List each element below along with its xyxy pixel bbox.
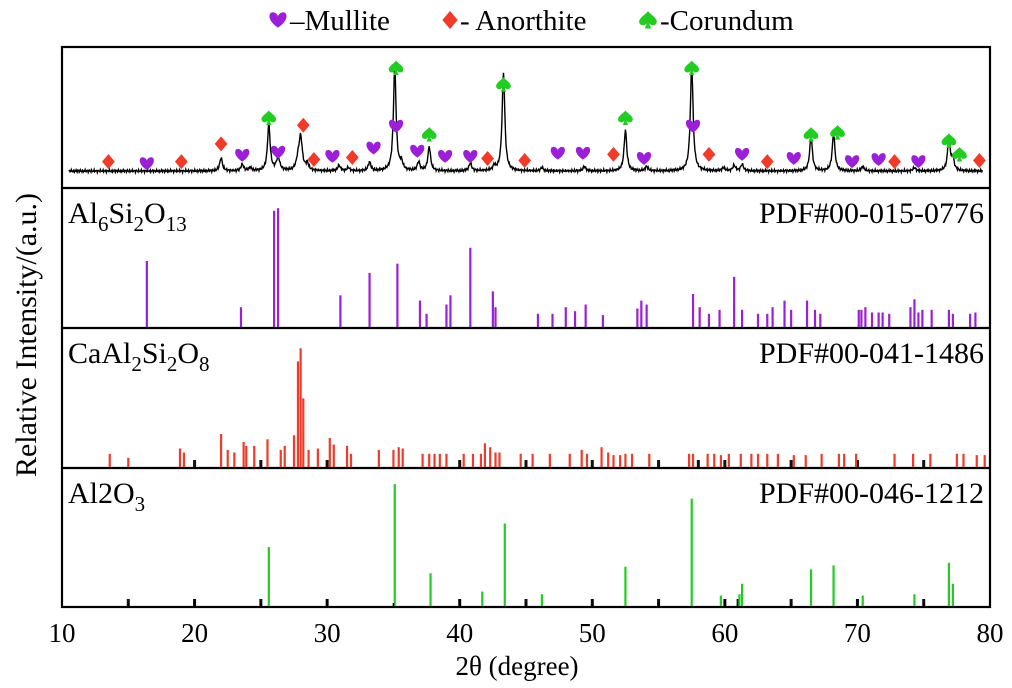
pdf-card-number: PDF#00-015-0776: [759, 197, 984, 230]
phase-formula: Al6Si2O13: [68, 197, 187, 236]
legend-label: - Anorthite: [460, 5, 586, 37]
pdf-card-number: PDF#00-046-1212: [759, 477, 984, 510]
heart-icon: [269, 12, 287, 28]
diamond-marker: [307, 152, 321, 168]
diamond-icon: [442, 11, 458, 29]
heart-marker: [685, 119, 701, 133]
spade-marker: [388, 60, 404, 76]
diamond-marker: [888, 154, 901, 170]
plot-panels: Al6Si2O13 PDF#00-015-0776 CaAl2Si2O8 PDF#00…: [60, 45, 992, 609]
x-tick-label: 70: [844, 618, 871, 648]
reference-panel-3: Al2O3 PDF#00-046-1212: [68, 477, 984, 606]
spade-marker: [830, 124, 845, 140]
spade-marker: [421, 127, 437, 142]
spade-marker: [496, 77, 511, 92]
x-tick-label: 30: [314, 618, 341, 648]
heart-marker: [235, 148, 250, 162]
measured-pattern-line: [68, 62, 983, 176]
legend: –Mullite - Anorthite -Corundum: [269, 5, 794, 37]
spade-marker: [803, 127, 819, 142]
heart-marker: [366, 141, 381, 155]
legend-item-corundum: -Corundum: [639, 5, 794, 37]
heart-marker: [550, 146, 565, 160]
diamond-marker: [174, 154, 188, 170]
heart-marker: [871, 153, 886, 166]
heart-marker: [139, 157, 154, 171]
x-tick-label: 10: [49, 618, 76, 648]
heart-marker: [786, 152, 801, 165]
x-tick-label: 60: [711, 618, 738, 648]
heart-marker: [438, 149, 453, 163]
heart-marker: [636, 152, 652, 165]
diamond-marker: [345, 149, 359, 165]
reference-panel-2: CaAl2Si2O8 PDF#00-041-1486: [68, 337, 986, 467]
diamond-marker: [296, 117, 310, 133]
phase-formula: Al2O3: [68, 477, 145, 516]
legend-label: –Mullite: [289, 5, 390, 37]
diamond-marker: [481, 150, 494, 166]
spade-icon: [639, 11, 657, 29]
diamond-marker: [760, 154, 774, 170]
heart-marker: [388, 119, 404, 133]
x-tick-label: 50: [579, 618, 606, 648]
heart-marker: [270, 145, 286, 159]
heart-marker: [575, 146, 591, 160]
legend-item-anorthite: - Anorthite: [442, 5, 586, 37]
spade-marker: [684, 60, 700, 76]
diamond-marker: [518, 153, 532, 169]
legend-label: -Corundum: [660, 5, 794, 37]
diamond-marker: [702, 146, 716, 162]
heart-marker: [410, 144, 425, 158]
legend-item-mullite: –Mullite: [269, 5, 390, 37]
reference-panel-1: Al6Si2O13 PDF#00-015-0776: [68, 197, 984, 327]
heart-marker: [911, 155, 926, 168]
heart-marker: [734, 147, 750, 161]
y-axis-label: Relative Intensity/(a.u.): [10, 193, 43, 477]
diamond-marker: [973, 153, 986, 169]
spade-marker: [618, 110, 633, 126]
heart-marker: [845, 155, 860, 168]
diamond-marker: [607, 146, 620, 162]
x-tick-label: 40: [446, 618, 473, 648]
x-axis: 10 20 30 40 50 60 70 80: [49, 599, 1004, 648]
diamond-marker: [214, 136, 228, 152]
diamond-marker: [102, 154, 115, 170]
phase-formula: CaAl2Si2O8: [68, 337, 210, 376]
spade-marker: [261, 110, 277, 126]
heart-marker: [463, 149, 478, 163]
spade-marker: [941, 133, 957, 148]
x-axis-label: 2θ (degree): [455, 651, 578, 681]
spade-marker: [952, 146, 967, 162]
pdf-card-number: PDF#00-041-1486: [759, 337, 984, 370]
x-tick-label: 80: [977, 618, 1004, 648]
x-tick-label: 20: [181, 618, 208, 648]
heart-marker: [325, 149, 340, 163]
